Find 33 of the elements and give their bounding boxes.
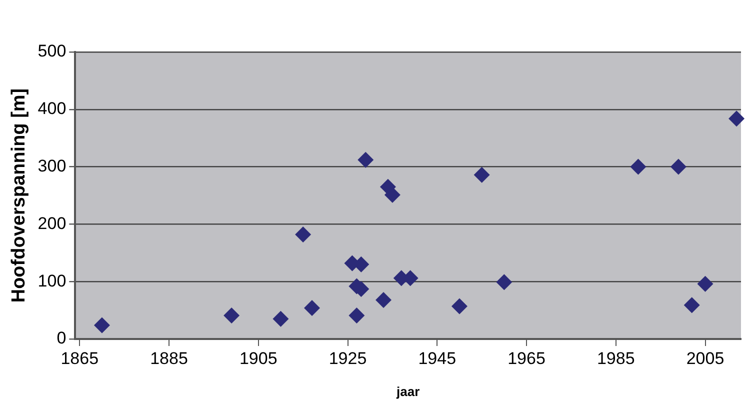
point — [384, 186, 400, 203]
x-axis-title: jaar — [396, 384, 420, 399]
y-tick-label: 100 — [38, 271, 66, 290]
point — [224, 307, 240, 324]
point — [295, 226, 312, 243]
x-tick-label: 1985 — [596, 348, 635, 368]
x-tick-label: 1965 — [508, 348, 546, 368]
point — [304, 300, 320, 316]
point — [474, 166, 490, 183]
point — [728, 110, 745, 127]
point — [697, 276, 714, 292]
y-tick-label: 400 — [38, 99, 66, 118]
x-tick-label: 1945 — [418, 348, 456, 368]
point — [496, 274, 512, 290]
point — [630, 158, 646, 175]
point — [94, 317, 110, 334]
point — [451, 298, 468, 314]
point — [358, 152, 374, 168]
y-axis-title: Hoofdoverspanning [m] — [8, 88, 30, 303]
point — [348, 307, 365, 324]
x-tick-label: 1885 — [150, 348, 188, 368]
point — [376, 292, 392, 308]
y-tick-label: 500 — [38, 42, 66, 61]
y-tick-label: 200 — [38, 214, 66, 233]
x-tick-label: 1865 — [60, 348, 99, 368]
y-tick-label: 0 — [56, 328, 66, 348]
y-tick-label: 300 — [38, 156, 66, 176]
x-tick-label: 2005 — [686, 348, 724, 368]
x-tick-label: 1905 — [239, 348, 278, 368]
x-tick-label: 1925 — [328, 348, 367, 368]
point — [272, 310, 289, 327]
point — [670, 158, 686, 175]
point — [684, 297, 700, 314]
